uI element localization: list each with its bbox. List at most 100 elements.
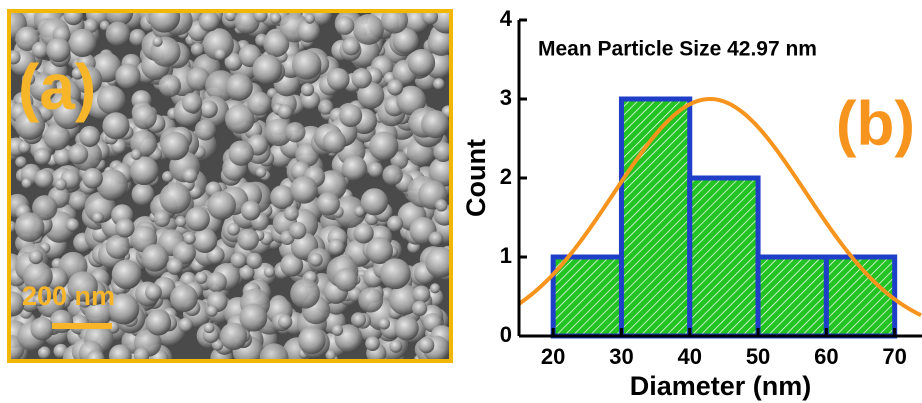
grain: [335, 16, 354, 35]
grain: [241, 201, 261, 221]
grain: [292, 50, 322, 80]
grain: [342, 37, 360, 55]
grain: [167, 258, 184, 275]
grain: [263, 31, 289, 57]
x-axis-title: Diameter (nm): [630, 371, 812, 401]
grain: [182, 93, 202, 113]
grain: [152, 37, 162, 47]
grain: [305, 13, 315, 23]
grain: [131, 149, 142, 160]
grain: [161, 132, 189, 160]
grain: [97, 86, 126, 115]
grain: [334, 268, 357, 291]
grain: [106, 235, 130, 259]
grain: [429, 231, 444, 246]
grain: [66, 218, 79, 231]
histogram: 01234203040506070Diameter (nm)CountMean …: [461, 6, 922, 401]
grain: [247, 92, 271, 116]
x-tick-label: 30: [609, 344, 633, 369]
grain: [183, 168, 198, 183]
y-tick-label: 0: [500, 322, 512, 347]
grain: [309, 253, 323, 267]
grain: [227, 223, 240, 236]
grain: [327, 68, 350, 91]
grain: [148, 1, 180, 33]
bar: [690, 178, 758, 336]
y-tick-label: 1: [500, 243, 512, 268]
grain: [132, 183, 155, 206]
grain: [170, 284, 198, 312]
grain: [184, 233, 196, 245]
grain: [239, 304, 267, 332]
grain: [34, 148, 51, 165]
grain: [435, 199, 447, 211]
grain: [204, 322, 215, 333]
grain: [68, 144, 88, 164]
grain: [353, 14, 384, 45]
x-tick-label: 60: [814, 344, 838, 369]
grain: [353, 223, 373, 243]
grain: [146, 310, 172, 336]
grain: [290, 176, 318, 204]
grain: [378, 318, 390, 330]
grain: [132, 105, 156, 129]
grain: [351, 68, 371, 88]
grain: [382, 165, 402, 185]
grain: [246, 253, 262, 269]
grain: [433, 78, 445, 90]
grain: [29, 250, 43, 264]
grain: [214, 48, 226, 60]
grain: [412, 301, 427, 316]
grain: [22, 178, 33, 189]
grain: [82, 168, 103, 189]
grain: [256, 167, 267, 178]
grain: [389, 340, 402, 353]
grain: [193, 228, 218, 253]
bar: [553, 257, 621, 336]
grain: [252, 54, 282, 84]
grain: [278, 104, 293, 119]
grain: [64, 6, 84, 26]
grain: [328, 239, 344, 255]
grain: [270, 12, 281, 23]
grain: [394, 316, 419, 341]
grain: [369, 132, 398, 161]
grain: [365, 336, 380, 351]
grain: [260, 343, 289, 372]
grain: [278, 315, 292, 329]
grain: [79, 126, 100, 147]
grain: [200, 100, 218, 118]
grain: [159, 75, 182, 98]
grain: [323, 130, 346, 153]
grain: [264, 266, 275, 277]
grain: [185, 207, 210, 232]
grain: [191, 43, 204, 56]
grain: [231, 252, 247, 268]
scale-bar-label: 200 nm: [22, 281, 115, 311]
grain: [15, 212, 45, 242]
grain: [175, 216, 186, 227]
grain: [112, 260, 142, 290]
grain: [0, 291, 24, 316]
grain: [226, 73, 253, 100]
grain: [285, 122, 305, 142]
grain: [92, 212, 104, 224]
grain: [351, 312, 366, 327]
grain: [145, 284, 162, 301]
bar: [758, 257, 826, 336]
grain: [361, 188, 388, 215]
grain: [430, 283, 440, 293]
grain: [206, 305, 217, 316]
grain: [115, 64, 140, 89]
figure: (a) 200 nm 01234203040506070Diameter (nm…: [0, 0, 922, 403]
grain: [387, 216, 403, 232]
grain: [30, 317, 53, 340]
grain: [380, 258, 411, 289]
panel-label: (b): [836, 89, 915, 158]
grain: [106, 22, 130, 46]
grain: [102, 112, 129, 139]
grain: [237, 229, 259, 251]
grain: [141, 244, 168, 271]
y-axis-title: Count: [461, 139, 491, 217]
grain: [412, 285, 430, 303]
